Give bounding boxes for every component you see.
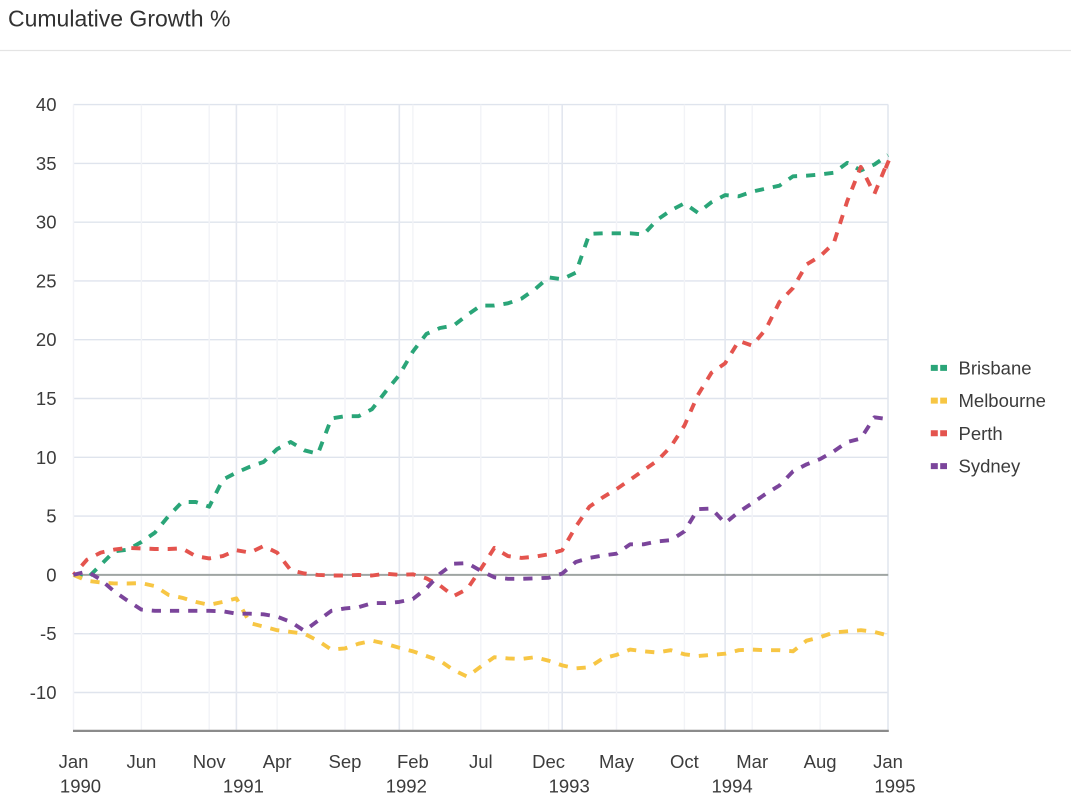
- svg-text:Sep: Sep: [329, 751, 362, 772]
- svg-text:Oct: Oct: [670, 751, 699, 772]
- svg-text:1990: 1990: [60, 776, 101, 797]
- svg-text:Feb: Feb: [397, 751, 429, 772]
- svg-text:Apr: Apr: [263, 751, 292, 772]
- svg-text:Aug: Aug: [804, 751, 837, 772]
- svg-text:Jun: Jun: [126, 751, 156, 772]
- svg-text:5: 5: [46, 506, 56, 527]
- svg-text:40: 40: [36, 94, 57, 115]
- svg-text:Nov: Nov: [193, 751, 227, 772]
- svg-text:15: 15: [36, 388, 57, 409]
- svg-text:1995: 1995: [874, 776, 915, 797]
- svg-text:10: 10: [36, 447, 57, 468]
- svg-text:Perth: Perth: [959, 423, 1003, 444]
- svg-text:Melbourne: Melbourne: [959, 390, 1046, 411]
- svg-text:May: May: [599, 751, 635, 772]
- svg-text:Brisbane: Brisbane: [959, 357, 1032, 378]
- svg-text:35: 35: [36, 153, 57, 174]
- svg-text:0: 0: [46, 564, 56, 585]
- svg-text:1993: 1993: [549, 776, 590, 797]
- svg-text:20: 20: [36, 329, 57, 350]
- svg-text:1991: 1991: [223, 776, 264, 797]
- svg-text:Mar: Mar: [736, 751, 768, 772]
- svg-text:-5: -5: [40, 623, 56, 644]
- svg-text:Jul: Jul: [469, 751, 493, 772]
- svg-text:1992: 1992: [386, 776, 427, 797]
- svg-text:30: 30: [36, 212, 57, 233]
- svg-text:25: 25: [36, 270, 57, 291]
- svg-text:Dec: Dec: [532, 751, 565, 772]
- svg-text:-10: -10: [30, 682, 57, 703]
- svg-text:Jan: Jan: [873, 751, 903, 772]
- svg-text:Cumulative Growth %: Cumulative Growth %: [8, 6, 230, 32]
- svg-text:Jan: Jan: [59, 751, 89, 772]
- svg-text:1994: 1994: [712, 776, 753, 797]
- svg-text:Sydney: Sydney: [959, 456, 1021, 477]
